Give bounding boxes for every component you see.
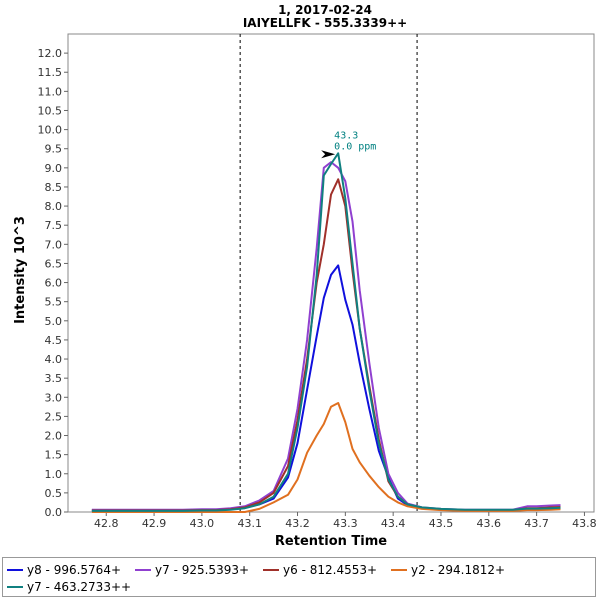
legend-swatch bbox=[135, 568, 152, 571]
x-tick-label: 43.5 bbox=[429, 517, 454, 530]
x-tick-label: 42.9 bbox=[142, 517, 167, 530]
legend-swatch bbox=[391, 568, 408, 571]
legend-item: y6 - 812.4553+ bbox=[263, 561, 377, 578]
x-tick-label: 43.1 bbox=[237, 517, 262, 530]
x-tick-label: 43.6 bbox=[477, 517, 502, 530]
legend-item: y8 - 996.5764+ bbox=[7, 561, 121, 578]
y-tick-label: 2.5 bbox=[45, 410, 63, 423]
y-tick-label: 3.5 bbox=[45, 372, 63, 385]
y-tick-label: 3.0 bbox=[45, 391, 63, 404]
y-tick-label: 5.5 bbox=[45, 296, 63, 309]
x-tick-label: 43.3 bbox=[333, 517, 358, 530]
y-tick-label: 6.5 bbox=[45, 257, 63, 270]
series-line bbox=[91, 152, 561, 512]
legend-item: y2 - 294.1812+ bbox=[391, 561, 505, 578]
y-tick-label: 7.5 bbox=[45, 219, 63, 232]
y-tick-label: 2.0 bbox=[45, 430, 63, 443]
x-axis-label: Retention Time bbox=[275, 534, 387, 549]
y-tick-label: 10.5 bbox=[38, 104, 63, 117]
legend-label: y7 - 463.2733++ bbox=[27, 579, 132, 594]
y-axis-label: Intensity 10^3 bbox=[13, 216, 28, 324]
x-axis: 42.8 42.9 43.0 43.1 43.2 43.3 43.4 43.5 43.6 43.7… bbox=[94, 512, 597, 530]
y-tick-label: 0.5 bbox=[45, 487, 63, 500]
y-tick-label: 8.0 bbox=[45, 200, 63, 213]
chart-title: 1, 2017-02-24 bbox=[278, 3, 372, 17]
legend-swatch bbox=[263, 568, 280, 571]
x-tick-label: 43.2 bbox=[285, 517, 310, 530]
x-tick-label: 43.7 bbox=[524, 517, 549, 530]
legend-label: y8 - 996.5764+ bbox=[27, 562, 122, 577]
y-tick-label: 7.0 bbox=[45, 238, 63, 251]
y-tick-label: 11.0 bbox=[38, 85, 63, 98]
legend-swatch bbox=[7, 585, 23, 588]
legend-item: y7 - 463.2733++ bbox=[7, 578, 131, 595]
y-tick-label: 1.0 bbox=[45, 468, 63, 481]
annotation-ppm: 0.0 ppm bbox=[334, 141, 376, 152]
chart-subtitle: IAIYELLFK - 555.3339++ bbox=[243, 16, 407, 30]
legend-label: y7 - 925.5393+ bbox=[155, 562, 250, 577]
y-tick-label: 9.0 bbox=[45, 162, 63, 175]
y-tick-label: 4.0 bbox=[45, 353, 63, 366]
peak-arrow-icon bbox=[321, 150, 336, 159]
legend: y8 - 996.5764+ y7 - 925.5393+ y6 - 812.455… bbox=[2, 557, 596, 597]
x-tick-label: 43.4 bbox=[381, 517, 406, 530]
annotation-retention-time: 43.3 bbox=[334, 130, 358, 141]
legend-label: y6 - 812.4553+ bbox=[283, 562, 378, 577]
y-tick-label: 4.5 bbox=[45, 334, 63, 347]
legend-swatch bbox=[7, 568, 23, 571]
y-tick-label: 0.0 bbox=[45, 506, 63, 519]
plot-area bbox=[67, 33, 595, 513]
y-tick-label: 10.0 bbox=[38, 124, 63, 137]
series-lines bbox=[91, 152, 561, 513]
y-axis: 0.0 0.5 1.0 1.5 2.0 2.5 3.0 3.5 4.0 4.5 5.0 5.5 6.0 6… bbox=[38, 47, 68, 519]
x-tick-label: 43.0 bbox=[190, 517, 215, 530]
series-line bbox=[91, 402, 561, 513]
y-tick-label: 5.0 bbox=[45, 315, 63, 328]
legend-label: y2 - 294.1812+ bbox=[411, 562, 506, 577]
y-tick-label: 6.0 bbox=[45, 277, 63, 290]
legend-item: y7 - 925.5393+ bbox=[135, 561, 249, 578]
integration-boundaries bbox=[239, 34, 418, 512]
x-tick-label: 43.8 bbox=[572, 517, 597, 530]
y-tick-label: 1.5 bbox=[45, 449, 63, 462]
x-tick-label: 42.8 bbox=[94, 517, 119, 530]
y-tick-label: 9.5 bbox=[45, 143, 63, 156]
y-tick-label: 11.5 bbox=[38, 66, 63, 79]
peak-annotation: 43.3 0.0 ppm bbox=[321, 130, 376, 159]
y-tick-label: 12.0 bbox=[38, 47, 63, 60]
y-tick-label: 8.5 bbox=[45, 181, 63, 194]
